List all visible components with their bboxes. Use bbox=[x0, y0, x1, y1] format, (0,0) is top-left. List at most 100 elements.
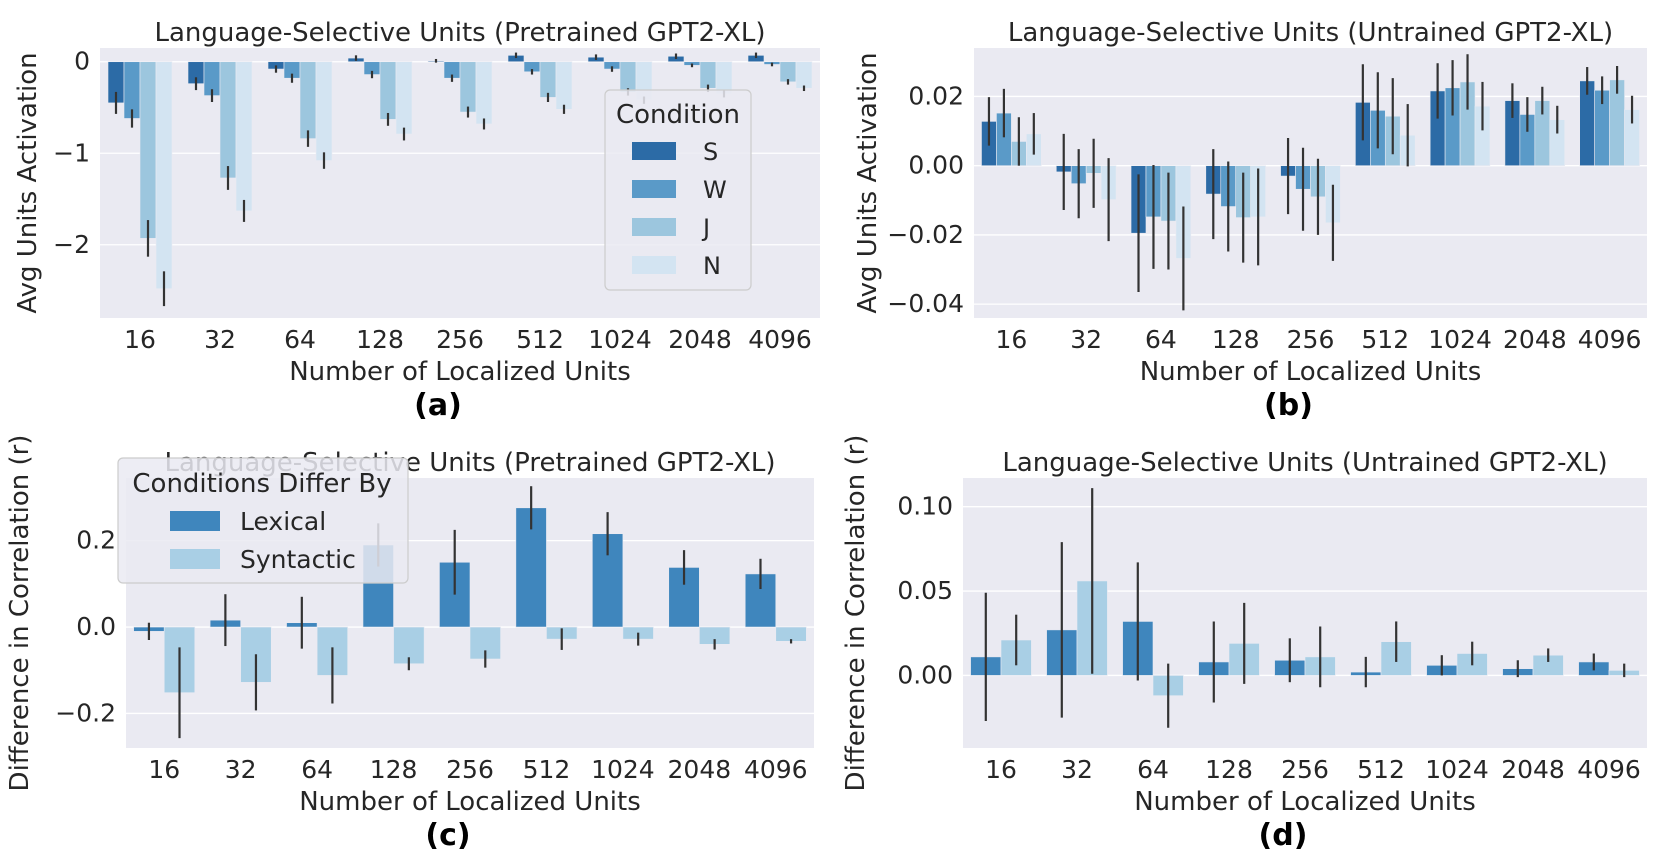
x-tick-label: 16 bbox=[124, 325, 156, 354]
x-tick-label: 512 bbox=[516, 325, 564, 354]
x-tick-label: 4096 bbox=[1577, 755, 1641, 784]
bar-n bbox=[795, 61, 813, 89]
bar-j bbox=[699, 61, 717, 89]
x-tick-label: 32 bbox=[1061, 755, 1093, 784]
plot-background bbox=[963, 478, 1647, 748]
x-tick-label: 128 bbox=[1205, 755, 1253, 784]
x-tick-label: 32 bbox=[204, 325, 236, 354]
x-tick-label: 4096 bbox=[1578, 325, 1642, 354]
panel-label: (d) bbox=[1259, 818, 1308, 853]
legend-swatch-s bbox=[632, 142, 676, 160]
x-tick-label: 128 bbox=[1212, 325, 1260, 354]
x-tick-label: 32 bbox=[1070, 325, 1102, 354]
y-tick-label: 0.2 bbox=[76, 526, 116, 555]
bar-j bbox=[139, 61, 157, 239]
bar-j bbox=[219, 61, 237, 179]
bar-j bbox=[459, 61, 477, 113]
x-tick-label: 1024 bbox=[591, 755, 655, 784]
x-tick-label: 512 bbox=[1357, 755, 1405, 784]
x-tick-label: 64 bbox=[1145, 325, 1177, 354]
x-tick-label: 128 bbox=[370, 755, 418, 784]
x-tick-label: 1024 bbox=[1428, 325, 1492, 354]
x-tick-label: 64 bbox=[284, 325, 316, 354]
chart-panel-c: 0.20.0−0.216 32 64 128 256 512 1024 2048 4096Lan… bbox=[5, 435, 814, 853]
x-axis-label: Number of Localized Units bbox=[1134, 787, 1476, 817]
bar-j bbox=[779, 61, 797, 83]
chart-title: Language-Selective Units (Untrained GPT2… bbox=[1002, 448, 1607, 478]
x-tick-label: 16 bbox=[995, 325, 1027, 354]
bar-n bbox=[395, 61, 413, 135]
x-tick-label: 512 bbox=[1361, 325, 1409, 354]
legend-swatch-n bbox=[632, 256, 676, 274]
x-tick-label: 2048 bbox=[668, 755, 732, 784]
chart-title: Language-Selective Units (Pretrained GPT… bbox=[154, 18, 765, 48]
x-tick-label: 4096 bbox=[744, 755, 808, 784]
x-tick-label: 256 bbox=[436, 325, 484, 354]
x-tick-label: 16 bbox=[148, 755, 180, 784]
x-tick-label: 2048 bbox=[1503, 325, 1567, 354]
x-tick-label: 4096 bbox=[748, 325, 812, 354]
x-tick-label: 256 bbox=[1287, 325, 1335, 354]
y-tick-label: 0.02 bbox=[908, 81, 964, 110]
bar-n bbox=[475, 61, 493, 125]
x-axis-label: Number of Localized Units bbox=[1140, 357, 1482, 387]
x-tick-label: 2048 bbox=[1501, 755, 1565, 784]
x-tick-label: 256 bbox=[446, 755, 494, 784]
x-axis-label: Number of Localized Units bbox=[289, 357, 631, 387]
x-tick-label: 256 bbox=[1281, 755, 1329, 784]
legend-entry: S bbox=[703, 138, 718, 166]
x-tick-label: 64 bbox=[1137, 755, 1169, 784]
y-tick-label: −0.04 bbox=[887, 289, 964, 318]
chart-title: Language-Selective Units (Untrained GPT2… bbox=[1008, 18, 1613, 48]
y-tick-label: 0.10 bbox=[897, 492, 953, 521]
bar-n bbox=[555, 61, 573, 110]
legend-title: Condition bbox=[616, 100, 740, 130]
bar-j bbox=[619, 61, 637, 93]
panel-label: (c) bbox=[425, 818, 470, 853]
x-tick-label: 1024 bbox=[588, 325, 652, 354]
x-tick-label: 2048 bbox=[668, 325, 732, 354]
bar-n bbox=[315, 61, 333, 161]
y-tick-label: 0 bbox=[74, 47, 90, 76]
y-tick-label: 0.05 bbox=[897, 576, 953, 605]
chart-panel-b: 0.02 0.00 −0.02 −0.04 16 32 64 128 256 512 1024 204… bbox=[853, 18, 1647, 423]
legend-swatch-w bbox=[632, 180, 676, 198]
y-tick-label: −1 bbox=[53, 138, 90, 167]
y-axis-label: Avg Units Activation bbox=[853, 52, 883, 313]
y-tick-label: 0.0 bbox=[76, 612, 116, 641]
legend-swatch-syntactic bbox=[170, 549, 220, 569]
panel-label: (b) bbox=[1264, 388, 1313, 423]
y-tick-label: −2 bbox=[53, 230, 90, 259]
legend-swatch-lexical bbox=[170, 511, 220, 531]
x-tick-label: 1024 bbox=[1425, 755, 1489, 784]
legend-entry: N bbox=[703, 252, 721, 280]
bar-j bbox=[539, 61, 557, 98]
x-tick-label: 128 bbox=[356, 325, 404, 354]
y-axis-label: Difference in Correlation (r) bbox=[5, 435, 35, 792]
y-tick-label: 0.00 bbox=[908, 151, 964, 180]
x-axis-label: Number of Localized Units bbox=[299, 787, 641, 817]
bar-j bbox=[379, 61, 397, 120]
legend-box bbox=[604, 89, 752, 291]
legend-entry: W bbox=[703, 176, 727, 204]
bar-j bbox=[299, 61, 317, 139]
chart-panel-a: 0 −1 −2 16 32 64 128 256 512 1024 2048 4096 Language… bbox=[13, 18, 820, 423]
y-tick-label: −0.02 bbox=[887, 220, 964, 249]
legend-entry: Lexical bbox=[240, 507, 326, 536]
legend-entry: Syntactic bbox=[240, 545, 356, 574]
x-tick-label: 32 bbox=[225, 755, 257, 784]
legend-entry: J bbox=[701, 214, 710, 242]
x-tick-label: 16 bbox=[985, 755, 1017, 784]
y-axis-label: Avg Units Activation bbox=[13, 52, 43, 313]
y-tick-label: −0.2 bbox=[55, 698, 116, 727]
legend-swatch-j bbox=[632, 218, 676, 236]
legend: Conditions Differ By Lexical Syntactic bbox=[117, 457, 409, 584]
bar-n bbox=[235, 61, 253, 212]
legend-title: Conditions Differ By bbox=[132, 469, 391, 499]
y-tick-label: 0.00 bbox=[897, 660, 953, 689]
chart-panel-d: 0.10 0.05 0.00 16 32 64 128 256 512 1024 2048 4096 L… bbox=[841, 435, 1647, 853]
bar-n bbox=[155, 61, 173, 290]
x-tick-label: 64 bbox=[301, 755, 333, 784]
